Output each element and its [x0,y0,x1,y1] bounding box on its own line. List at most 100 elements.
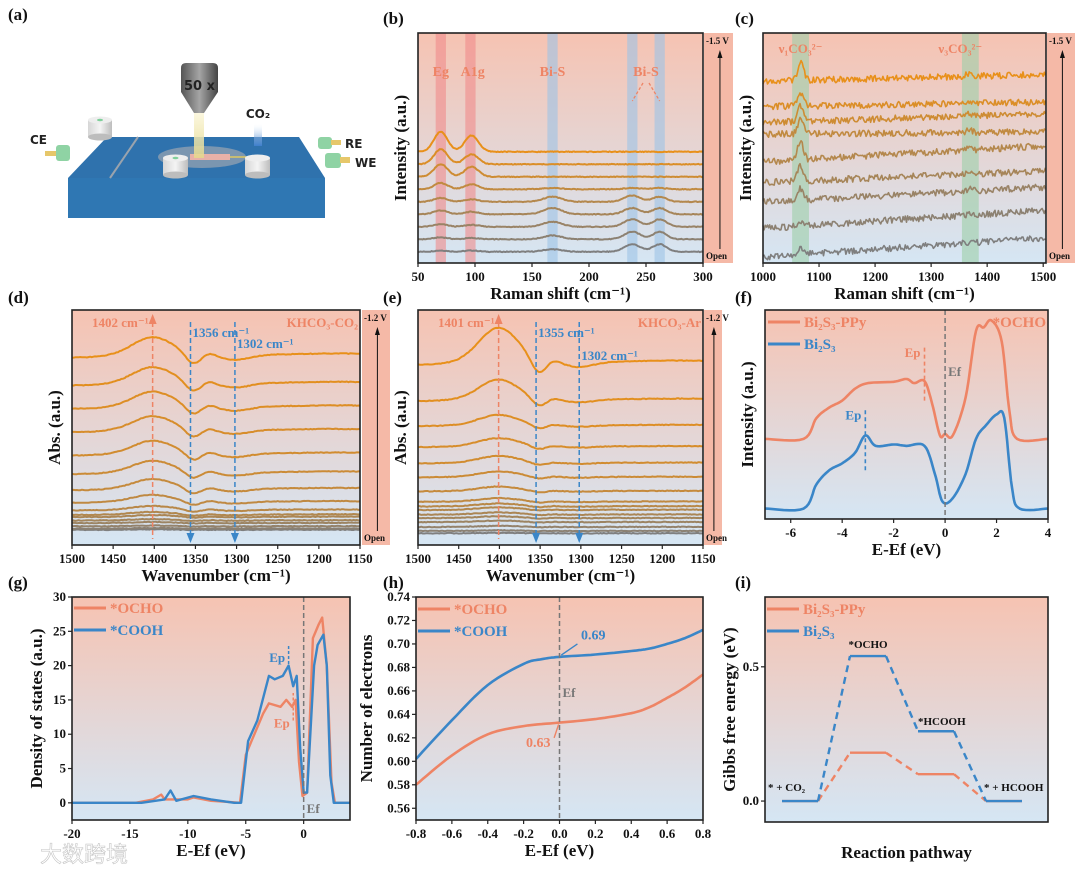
legend-label: Bi₂S₃-PPy [804,315,867,331]
ir-spectrum [417,470,703,480]
x-tick-label: -0.6 [442,826,463,841]
ir-spectrum [417,378,704,407]
x-tick-label: 0.2 [587,826,603,841]
arrow-up-icon [717,50,723,58]
x-tick-label: 1200 [862,269,888,284]
x-tick-label: 1150 [690,551,715,566]
ir-spectrum [71,493,361,506]
raman-spectrum [417,163,704,179]
ir-spectrum [71,477,361,495]
fermi-level-label: Ef [307,801,321,816]
dos-curve [72,633,350,804]
panel-label-i: (i) [735,573,751,592]
x-tick-label: 200 [579,269,599,284]
x-tick-label: -0.2 [513,826,534,841]
electrolyte-label: KHCO₃-CO₂ [287,315,358,330]
ir-spectrum [417,529,704,533]
legend-label: *COOH [454,624,508,640]
ir-spectrum [417,524,704,529]
arrow-up-icon [494,314,503,324]
raman-spectrum [417,206,704,216]
potential-top-label: -1.5 V [1049,36,1072,46]
y-tick-label: 0.60 [387,753,410,768]
pdos-curve [764,409,1049,512]
raman-band [654,33,665,263]
ir-spectrum [417,454,704,466]
x-tick-label: 1400 [141,551,167,566]
panel-label-a: (a) [8,5,28,24]
state-label: *HCOOH [918,716,966,728]
x-tick-label: 150 [522,269,542,284]
center-port [163,154,188,179]
x-axis-label: Wavenumber (cm⁻¹) [486,566,635,585]
energy-connector [953,773,987,802]
y-tick-label: 5 [60,761,67,776]
potential-top-label: -1.2 V [364,313,387,323]
y-tick-label: 0 [60,795,67,810]
objective-label: 50 x [184,79,216,94]
x-tick-label: 50 [412,269,425,284]
cooh-value-label: 0.69 [581,628,606,643]
y-tick-label: 30 [53,589,66,604]
raman-band [547,33,558,263]
y-axis-label: Abs. (a.u.) [45,390,64,465]
legend-label: *OCHO [110,601,163,617]
peak-label: 1355 cm⁻¹ [538,325,595,340]
panel-label-h: (h) [383,573,404,592]
ir-spectrum [417,511,704,517]
watermark: 大数跨境 [40,843,128,868]
energy-connector [884,655,920,732]
x-axis-label: E-Ef (eV) [525,841,594,860]
peak-label: 1401 cm⁻¹ [438,315,495,330]
ir-spectrum [418,502,704,509]
electron-count-curve [415,628,704,760]
x-tick-label: -15 [121,826,139,841]
x-axis-label: E-Ef (eV) [176,841,245,860]
y-tick-label: 0.64 [387,706,410,721]
raman-spectrum [762,162,1047,186]
x-tick-label: -5 [240,826,251,841]
legend-label: Bi₂S₃ [803,624,835,640]
x-tick-label: 1500 [59,551,85,566]
y-tick-label: 0.68 [387,659,410,674]
re-label: RE [345,137,362,151]
raman-spectrum [417,130,704,154]
potential-sidebar [704,33,733,263]
band-label: Bi-S [540,65,566,80]
plot-background [765,597,1048,822]
carbonate-band [961,33,979,263]
state-label: * + HCOOH [984,782,1044,794]
arrow-up-icon [1059,50,1065,58]
plot-frame [417,309,704,546]
ir-spectrum [71,336,361,364]
x-tick-label: 1450 [100,551,126,566]
potential-bottom-label: Open [1049,251,1070,261]
y-tick-label: 25 [53,623,67,638]
y-tick-label: 0.5 [743,659,760,674]
band-label: ν₁CO₃²⁻ [778,41,823,56]
x-tick-label: 1400 [974,269,1000,284]
chart-panel-h: Ef 0.69 0.63 *OCHO *COOH -0.8 -0.6 -0.4 -0.2 0.0 0… [357,589,712,860]
raman-spectrum [417,218,703,229]
x-tick-label: 4 [1045,525,1052,540]
x-axis-label: Raman shift (cm⁻¹) [490,284,631,303]
chart-panel-e: 1401 cm⁻¹ 1355 cm⁻¹ 1302 cm⁻¹ KHCO₃-Ar 1500 1… [391,309,729,585]
plot-frame [762,32,1047,264]
x-tick-label: 1200 [649,551,675,566]
chart-panel-b: Eg A1g Bi-S Bi-S 50 100 150 200 250 300 Raman shif… [391,32,733,303]
ocho-value-label: 0.63 [526,736,551,751]
energy-connector [816,655,852,802]
arrow-down-icon [575,533,584,543]
p-band-center-label-ocho: Ep [274,715,290,730]
raman-spectrum [762,92,1047,111]
panel-label-b: (b) [383,9,404,28]
peak-label: 1356 cm⁻¹ [192,325,249,340]
energy-connector [885,751,919,776]
arrow-down-icon [230,533,239,543]
x-tick-label: 300 [693,269,713,284]
ir-spectrum [71,415,361,438]
band-label: Eg [433,65,449,80]
ir-spectrum [71,510,361,517]
y-tick-label: 0.0 [743,793,759,808]
